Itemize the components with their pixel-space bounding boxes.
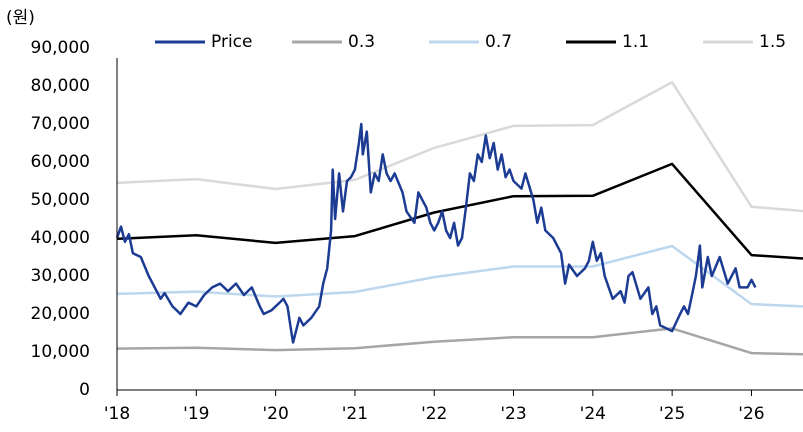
y-tick-label: 20,000 bbox=[31, 304, 90, 324]
x-tick-label: '25 bbox=[659, 404, 685, 424]
x-tick-label: '24 bbox=[580, 404, 606, 424]
legend-label: 1.1 bbox=[622, 32, 649, 52]
y-tick-label: 70,000 bbox=[31, 114, 90, 134]
x-tick-label: '26 bbox=[738, 404, 764, 424]
x-tick-label: '21 bbox=[342, 404, 368, 424]
y-tick-label: 50,000 bbox=[31, 190, 90, 210]
x-tick-label: '19 bbox=[183, 404, 209, 424]
y-axis-label: (원) bbox=[6, 8, 35, 28]
x-tick-label: '18 bbox=[104, 404, 130, 424]
legend-label: 1.5 bbox=[759, 32, 786, 52]
y-tick-label: 10,000 bbox=[31, 342, 90, 362]
x-tick-label: '23 bbox=[500, 404, 526, 424]
y-tick-label: 40,000 bbox=[31, 228, 90, 248]
y-tick-label: 80,000 bbox=[31, 76, 90, 96]
legend-label: Price bbox=[211, 32, 252, 52]
series-line bbox=[116, 80, 803, 213]
y-tick-label: 30,000 bbox=[31, 266, 90, 286]
series-line bbox=[116, 162, 803, 260]
y-tick-label: 60,000 bbox=[31, 152, 90, 172]
legend-label: 0.3 bbox=[348, 32, 375, 52]
x-tick-label: '22 bbox=[421, 404, 447, 424]
series-line bbox=[115, 122, 757, 344]
series-line bbox=[116, 327, 803, 356]
y-tick-label: 0 bbox=[79, 380, 90, 400]
legend-label: 0.7 bbox=[485, 32, 512, 52]
x-tick-label: '20 bbox=[262, 404, 288, 424]
y-tick-label: 90,000 bbox=[31, 38, 90, 58]
